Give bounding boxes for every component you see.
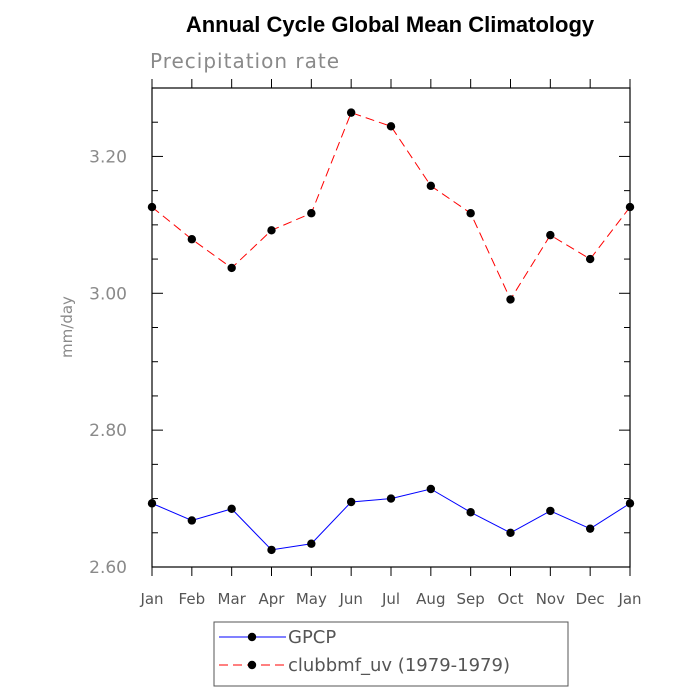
x-tick-label: Dec	[576, 590, 605, 608]
series-layer	[147, 108, 635, 555]
data-point	[307, 209, 316, 218]
x-tick-label: Mar	[218, 590, 247, 608]
data-point	[506, 528, 515, 537]
y-tick-label: 2.60	[89, 558, 127, 578]
y-tick-label: 3.20	[89, 147, 127, 167]
x-tick-label: Aug	[416, 590, 445, 608]
series-line	[151, 112, 631, 301]
legend-marker	[247, 632, 257, 642]
data-point	[187, 235, 197, 244]
data-point	[426, 181, 436, 191]
data-point	[585, 254, 595, 264]
data-point	[147, 202, 157, 212]
data-point	[466, 508, 475, 517]
data-point	[346, 497, 356, 507]
series-2	[147, 108, 635, 304]
data-point	[227, 504, 236, 514]
data-point	[546, 230, 555, 240]
x-tick-label: Jul	[381, 590, 400, 608]
data-point	[227, 263, 236, 273]
data-point	[307, 539, 316, 548]
legend-label: clubbmf_uv (1979-1979)	[288, 655, 510, 676]
legend-box	[213, 621, 569, 687]
y-tick-label: 3.00	[89, 284, 127, 304]
legend: GPCP clubbmf_uv (1979-1979)	[213, 621, 569, 687]
x-tick-label: Sep	[457, 590, 485, 608]
legend-marker	[247, 660, 257, 670]
x-tick-label: Jan	[139, 590, 163, 608]
x-tick-label: Apr	[259, 590, 286, 608]
x-tick-label: Oct	[498, 590, 524, 608]
x-tick-label: May	[296, 590, 327, 608]
data-point	[386, 494, 396, 503]
chart-subtitle: Precipitation rate	[150, 49, 340, 73]
data-point	[426, 484, 436, 494]
y-axis-label: mm/day	[58, 296, 76, 358]
data-point	[386, 122, 396, 131]
data-point	[585, 524, 595, 533]
data-point	[625, 202, 635, 212]
legend-label: GPCP	[288, 627, 336, 648]
data-point	[267, 545, 276, 555]
x-axis-tick-labels: Jan Feb Mar Apr May Jun Jul Aug Sep Oct Nov Dec Jan	[139, 590, 641, 608]
data-point	[147, 499, 157, 508]
data-point	[346, 108, 356, 117]
data-point	[625, 499, 635, 508]
x-tick-label: Jan	[617, 590, 641, 608]
x-tick-label: Jun	[338, 590, 362, 608]
x-tick-label: Feb	[179, 590, 206, 608]
data-point	[187, 516, 197, 525]
data-point	[466, 209, 475, 218]
y-tick-label: 2.80	[89, 421, 127, 441]
series-1	[147, 484, 635, 555]
data-point	[506, 295, 515, 304]
axis-ticks	[151, 79, 631, 576]
x-tick-label: Nov	[536, 590, 565, 608]
data-point	[267, 226, 276, 235]
chart-title: Annual Cycle Global Mean Climatology	[186, 12, 595, 37]
y-axis-tick-labels: 2.60 2.80 3.00 3.20	[89, 147, 127, 578]
data-point	[546, 506, 555, 516]
